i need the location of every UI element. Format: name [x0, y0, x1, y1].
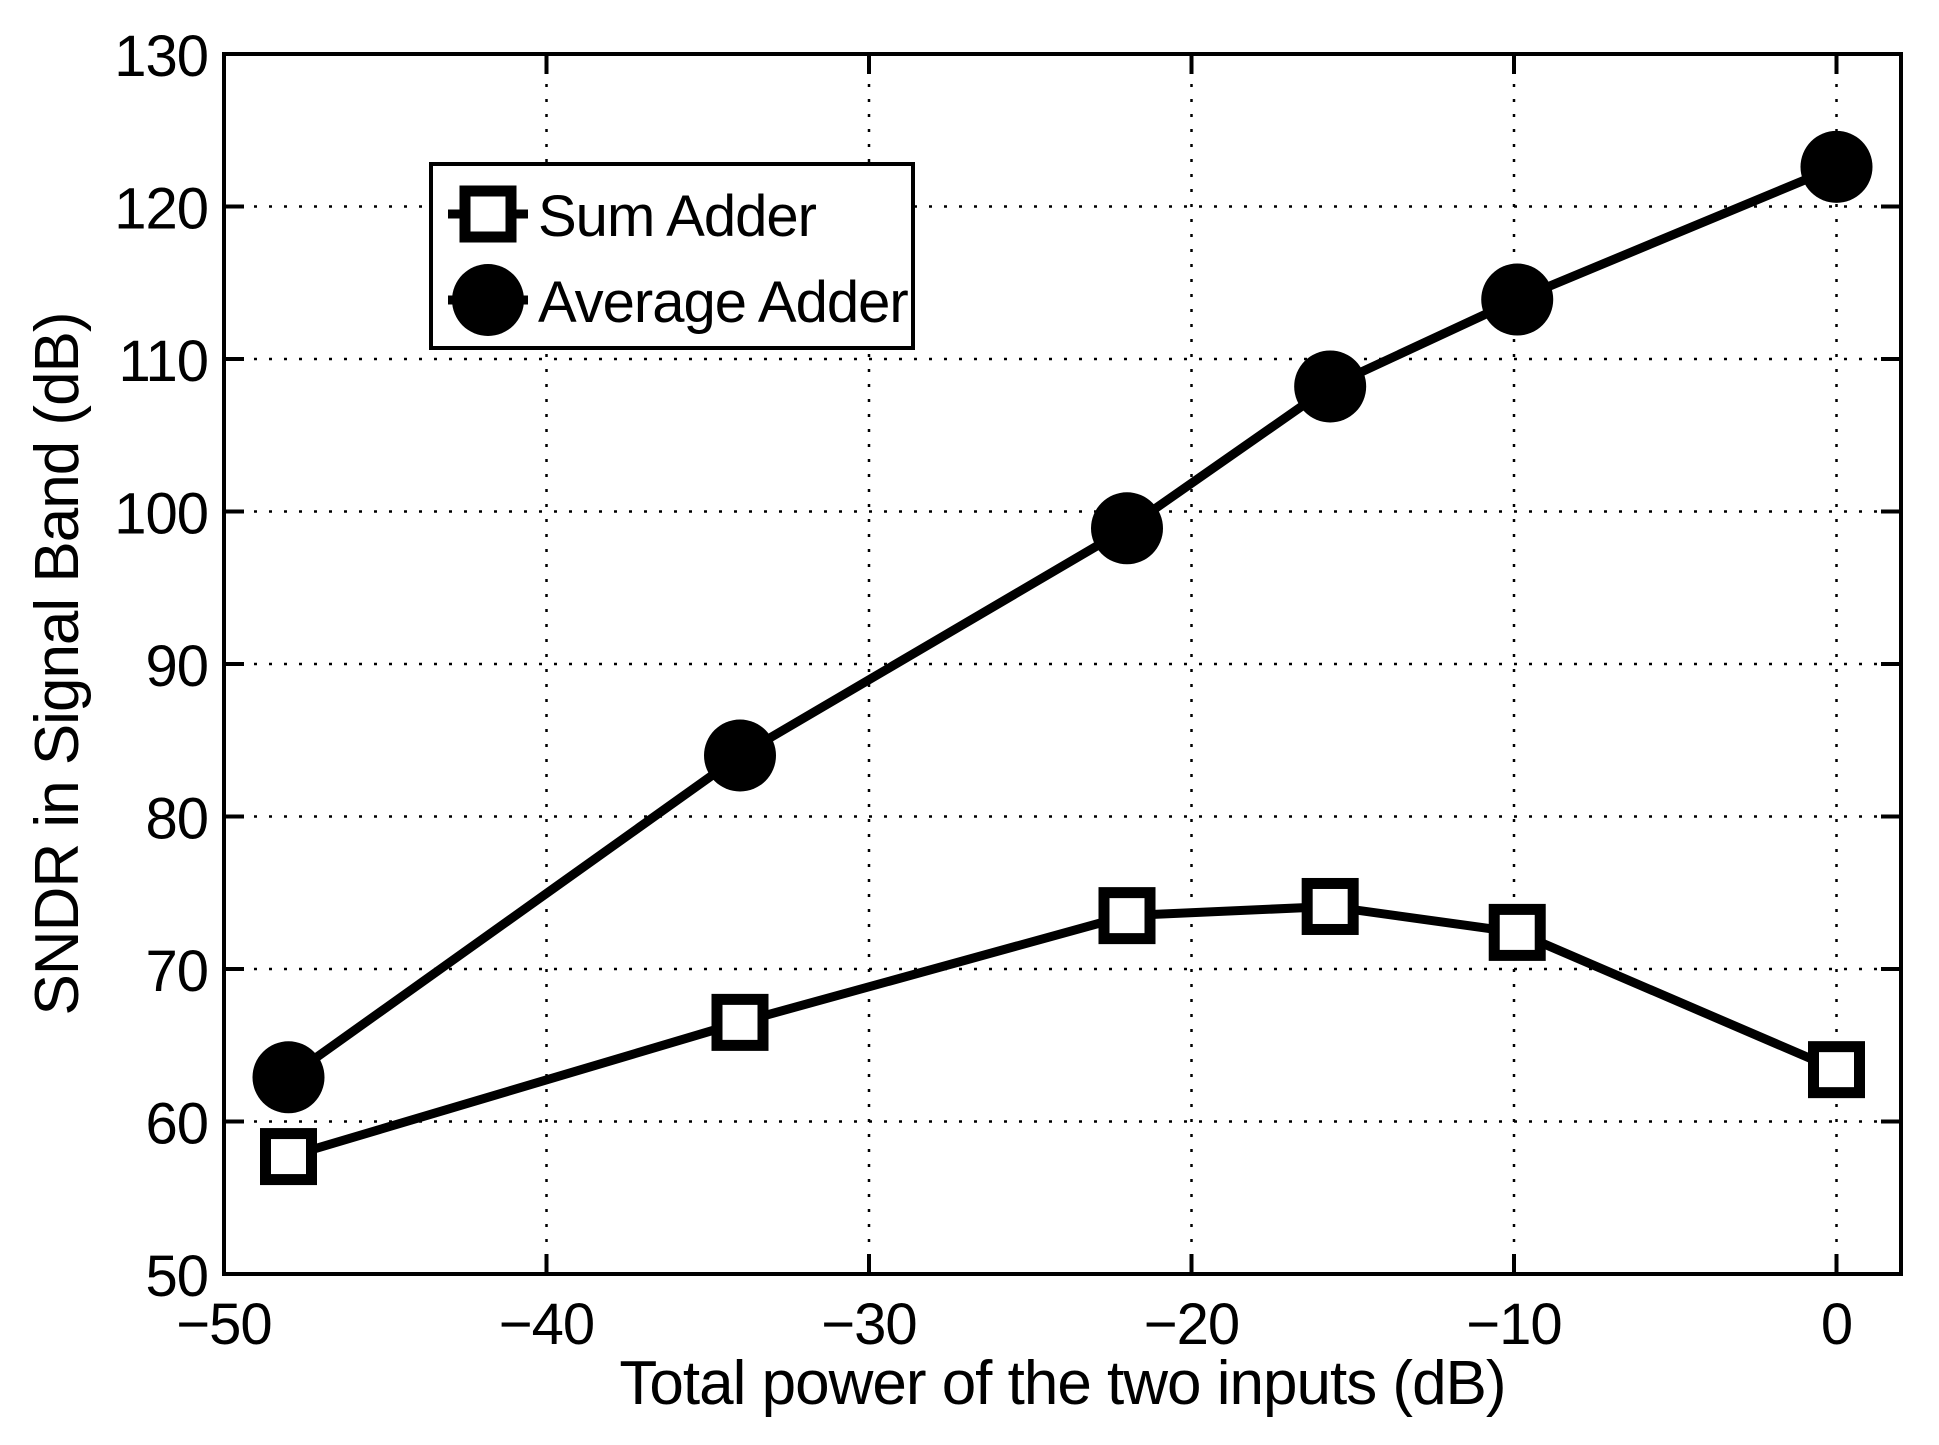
- series-line-sum-adder: [287, 901, 1839, 1161]
- series-line-average-adder: [285, 162, 1839, 1081]
- marker-square-sum-adder-0: [260, 1128, 317, 1186]
- marker-square-sum-adder-1: [711, 993, 769, 1051]
- x-tick-label--20: −20: [1144, 1292, 1239, 1357]
- y-tick-label-100: 100: [114, 481, 208, 546]
- marker-circle-average-adder-0: [252, 1041, 325, 1114]
- marker-circle-average-adder-1: [704, 719, 776, 792]
- y-tick-label-110: 110: [119, 329, 208, 394]
- marker-square-sum-adder-4: [1488, 903, 1546, 961]
- marker-square-sum-adder-2: [1098, 887, 1156, 945]
- y-axis-label: SNDR in Signal Band (dB): [23, 312, 92, 1016]
- y-tick-label-130: 130: [114, 24, 208, 89]
- x-tick-label--10: −10: [1466, 1292, 1561, 1357]
- marker-circle-average-adder-4: [1481, 263, 1554, 336]
- y-tick-label-90: 90: [145, 634, 208, 699]
- x-tick-label-0: 0: [1821, 1292, 1852, 1357]
- x-tick-label--30: −30: [821, 1292, 916, 1357]
- legend-label-average-adder: Average Adder: [538, 270, 908, 335]
- x-tick-label--50: −50: [176, 1292, 271, 1357]
- marker-circle-average-adder-3: [1294, 350, 1367, 423]
- x-axis-label: Total power of the two inputs (dB): [619, 1349, 1506, 1418]
- marker-square-sum-adder-5: [1808, 1041, 1865, 1099]
- y-tick-label-80: 80: [145, 786, 208, 851]
- legend-label-sum-adder: Sum Adder: [538, 184, 817, 249]
- marker-square-sum-adder-3: [1301, 877, 1359, 935]
- legend-marker-average-adder: [452, 264, 524, 336]
- y-tick-label-50: 50: [145, 1244, 208, 1309]
- marker-circle-average-adder-5: [1800, 130, 1873, 203]
- x-tick-label--40: −40: [499, 1292, 594, 1357]
- y-tick-label-60: 60: [145, 1091, 208, 1156]
- legend-marker-sum-adder: [459, 185, 517, 243]
- y-tick-label-70: 70: [145, 939, 208, 1004]
- y-tick-label-120: 120: [114, 176, 208, 241]
- marker-circle-average-adder-2: [1091, 492, 1163, 565]
